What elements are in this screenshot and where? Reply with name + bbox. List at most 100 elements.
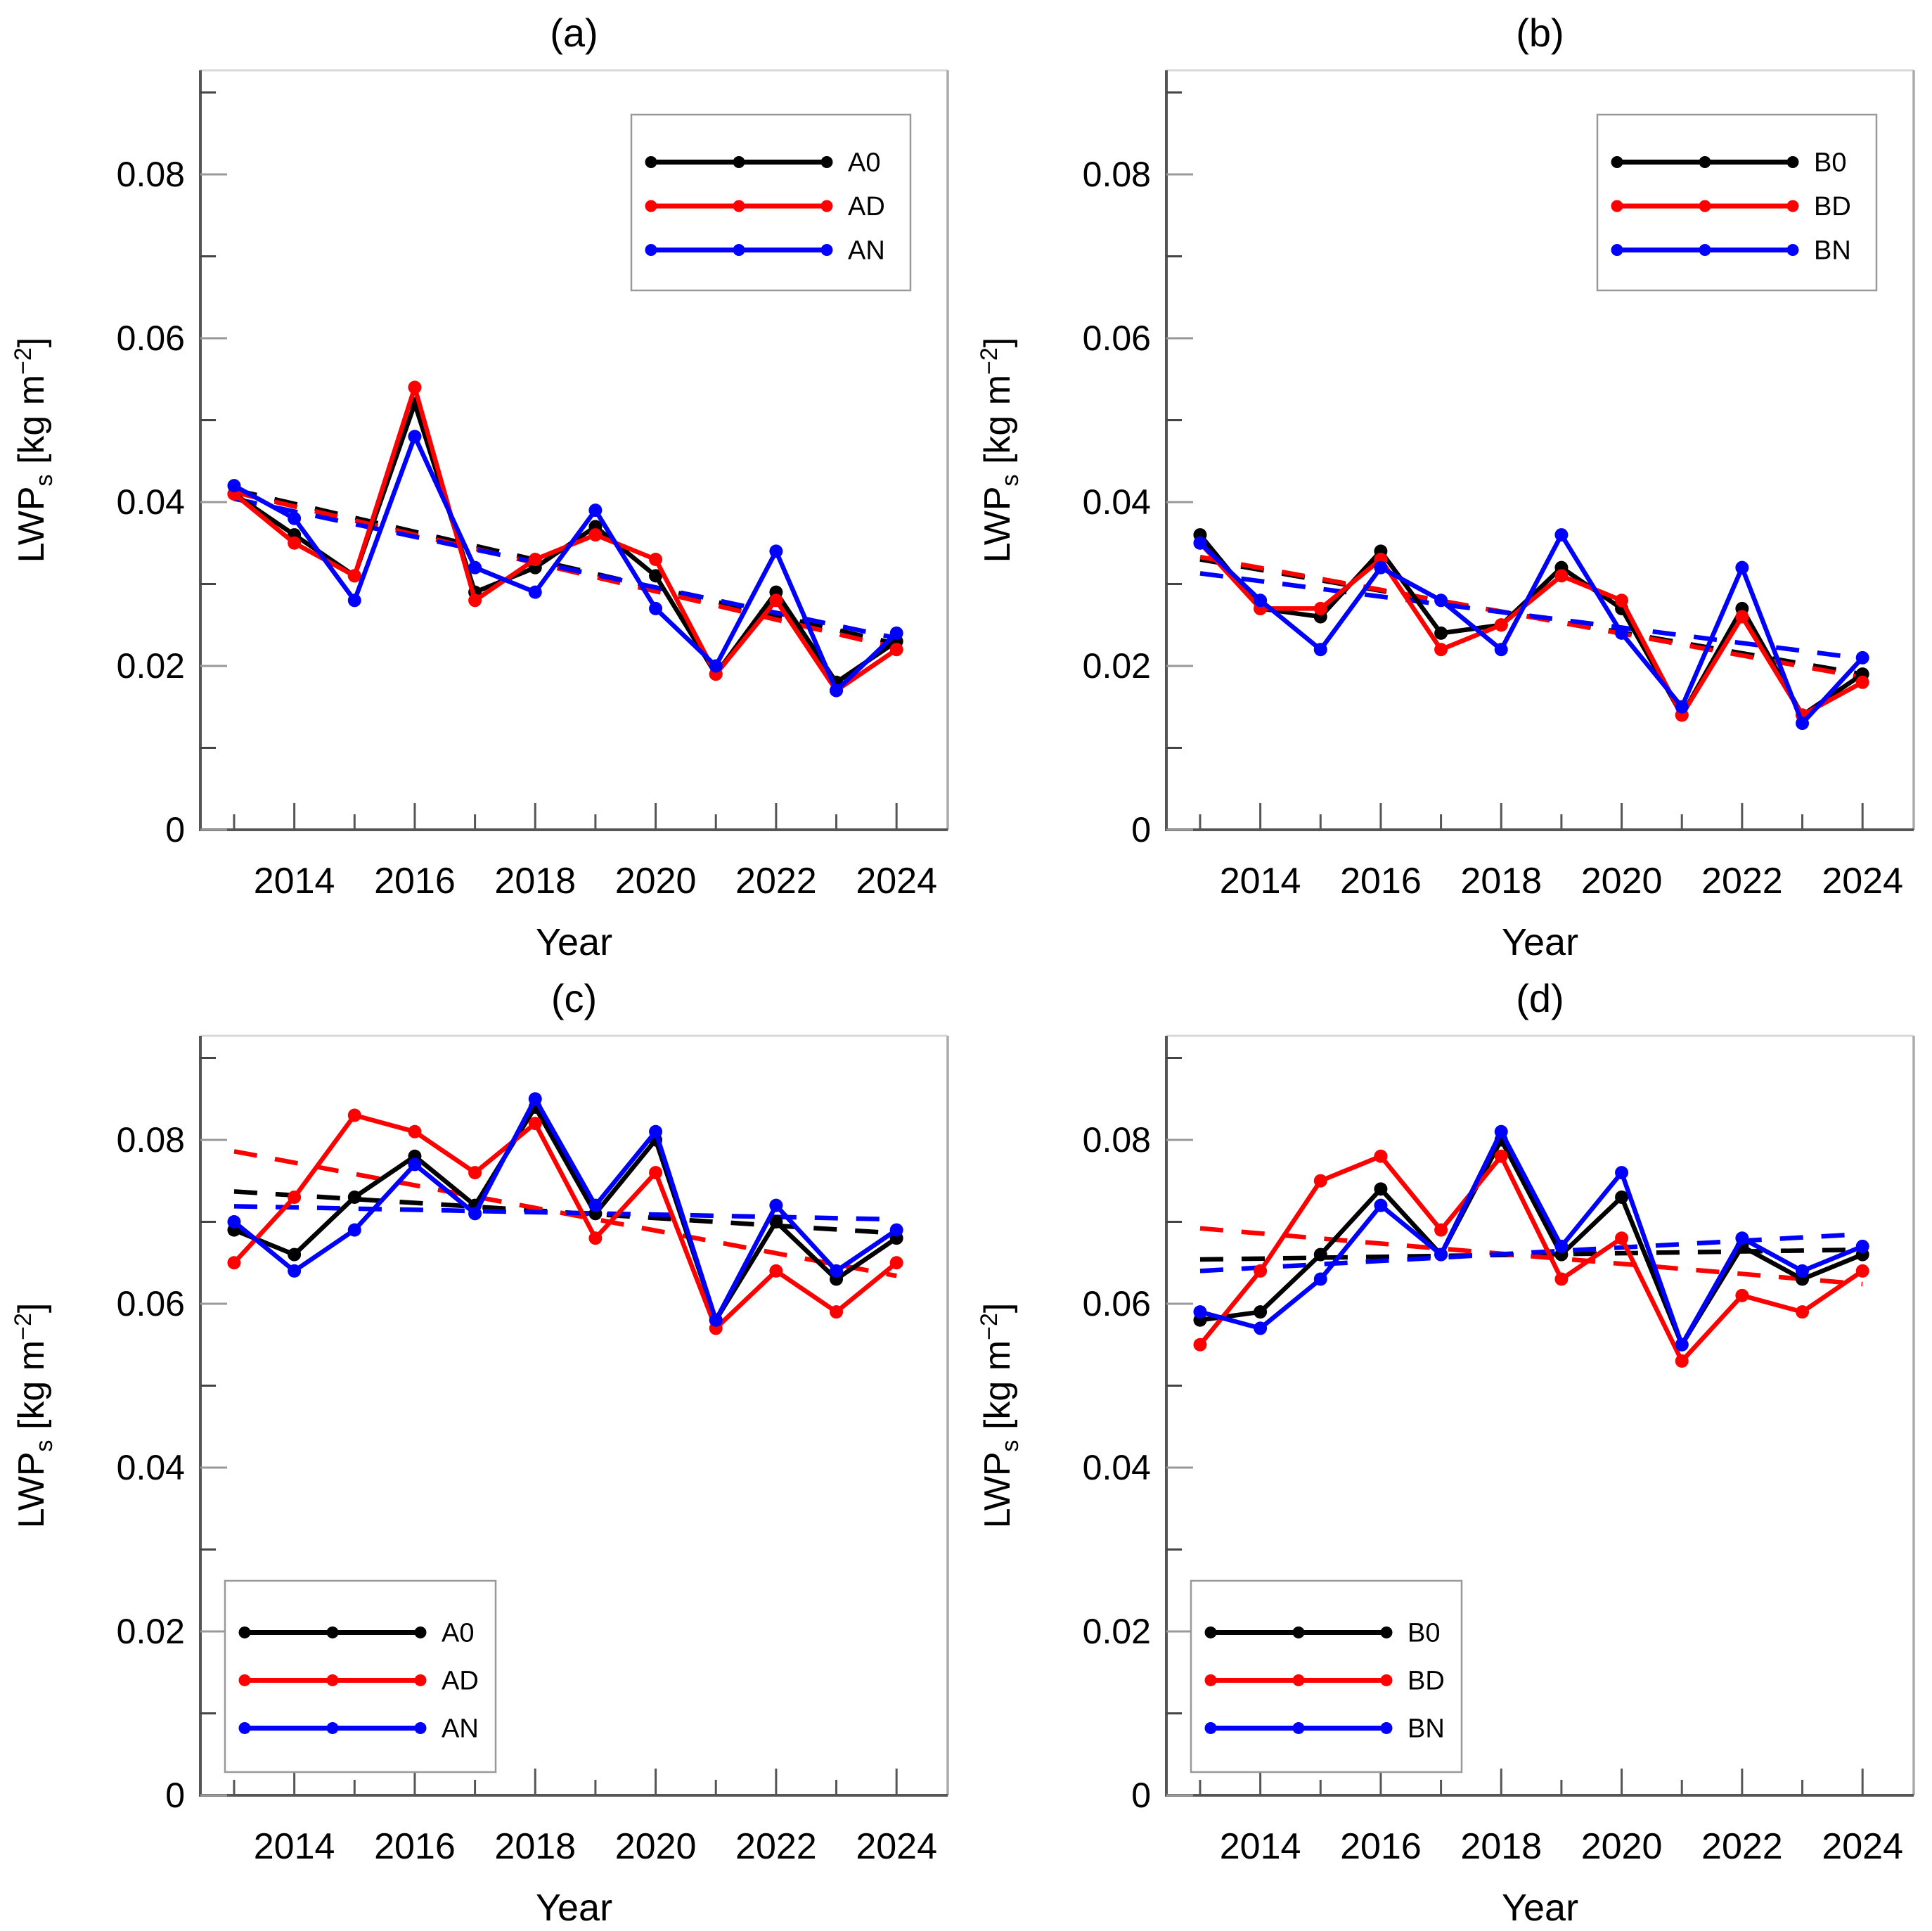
x-axis-ticks: 2014 2016 2018 2020 2022 2024 (1199, 1769, 1903, 1867)
y-axis-ticks: 0 0.02 0.04 0.06 0.08 (1083, 1056, 1193, 1815)
AN-trend (233, 496, 897, 641)
data-point-A0-2022 (769, 1214, 783, 1228)
data-point-BN-2023 (1796, 717, 1810, 731)
panel-a: 0 0.02 0.04 0.06 0.08 2014 2016 2018 2020 2022 202… (0, 0, 966, 966)
series-B0 (1193, 528, 1869, 722)
y-tick-label: 0.08 (117, 155, 185, 194)
data-point-AN-2018 (528, 1092, 542, 1106)
plot-frame (199, 1034, 949, 1797)
data-point-AD-2013 (227, 1256, 241, 1270)
data-point-BN-2017 (1434, 594, 1448, 608)
legend-entry-BN: BN (1611, 236, 1851, 266)
data-point-AN-2017 (468, 560, 482, 575)
data-point-BN-2019 (1554, 1239, 1569, 1253)
data-point-AD-2024 (889, 643, 903, 657)
trend-lines (233, 1149, 897, 1278)
legend: B0 BD BN (1596, 113, 1878, 292)
x-tick-label: 2022 (1701, 861, 1783, 902)
legend-label: AD (442, 1666, 479, 1695)
y-tick-label: 0.06 (117, 319, 185, 358)
x-tick-label: 2020 (615, 1826, 697, 1867)
data-point-AN-2022 (769, 544, 783, 558)
x-tick-label: 2018 (494, 861, 576, 902)
x-tick-label: 2018 (1460, 1826, 1542, 1867)
legend-label: B0 (1814, 148, 1846, 178)
series-AN (227, 1092, 903, 1327)
y-tick-label: 0.04 (117, 1448, 185, 1487)
legend-label: BD (1408, 1666, 1445, 1695)
y-tick-label: 0.08 (1083, 1120, 1151, 1160)
panel-c-plot: 0 0.02 0.04 0.06 0.08 2014 2016 2018 2020 2022 202… (10, 976, 949, 1929)
x-tick-label: 2024 (1822, 861, 1903, 902)
BN-trend (1199, 1231, 1863, 1274)
legend-label: BN (1814, 236, 1851, 266)
data-point-BN-2018 (1494, 643, 1508, 657)
y-axis-ticks: 0 0.02 0.04 0.06 0.08 (1083, 91, 1193, 849)
data-point-BN-2014 (1254, 594, 1268, 608)
data-point-AD-2016 (408, 380, 422, 394)
data-point-BN-2017 (1434, 1247, 1448, 1262)
data-point-AD-2022 (769, 594, 783, 608)
data-point-BN-2020 (1615, 626, 1629, 640)
data-point-BD-2024 (1855, 675, 1869, 689)
y-axis-label: LWPs [kg m−2] (10, 1303, 58, 1529)
legend-label: BN (1408, 1714, 1445, 1743)
data-point-AD-2014 (288, 1191, 302, 1205)
data-point-AN-2021 (709, 1313, 723, 1327)
legend: A0 AD AN (224, 1579, 497, 1773)
x-tick-label: 2020 (1581, 861, 1663, 902)
series-AD (227, 1108, 903, 1335)
data-point-AD-2019 (588, 1231, 603, 1245)
data-point-AN-2020 (649, 601, 663, 615)
data-point-BD-2018 (1494, 1149, 1508, 1163)
data-point-AN-2016 (408, 1157, 422, 1172)
x-axis-label: Year (1502, 921, 1578, 963)
x-axis-label: Year (536, 1887, 612, 1929)
y-tick-label: 0 (165, 810, 185, 849)
legend-entry-B0: B0 (1611, 148, 1846, 178)
legend-entry-BD: BD (1611, 192, 1851, 222)
y-tick-label: 0.06 (1083, 1284, 1151, 1323)
data-point-BD-2013 (1193, 1337, 1207, 1352)
data-point-AN-2023 (830, 684, 844, 698)
data-point-AN-2023 (830, 1264, 844, 1278)
data-point-BD-2022 (1735, 610, 1749, 624)
x-tick-label: 2022 (735, 1826, 817, 1867)
series-BD (1193, 1149, 1869, 1368)
y-axis-label: LWPs [kg m−2] (976, 338, 1024, 563)
data-point-B0-2015 (1313, 1247, 1327, 1262)
x-axis-ticks: 2014 2016 2018 2020 2022 2024 (233, 1769, 937, 1867)
data-point-BD-2020 (1615, 594, 1629, 608)
data-point-A0-2020 (649, 569, 663, 583)
data-point-B0-2016 (1374, 1182, 1388, 1196)
series-B0 (1193, 1133, 1869, 1352)
data-point-BN-2015 (1313, 1272, 1327, 1286)
data-point-BD-2018 (1494, 618, 1508, 632)
data-point-AN-2015 (347, 1223, 361, 1237)
legend: A0 AD AN (630, 113, 912, 292)
data-point-BN-2014 (1254, 1321, 1268, 1335)
x-tick-label: 2018 (494, 1826, 576, 1867)
y-tick-label: 0.06 (1083, 319, 1151, 358)
y-tick-label: 0.04 (1083, 482, 1151, 522)
data-point-A0-2015 (347, 1191, 361, 1205)
trend-lines (233, 487, 897, 650)
x-tick-label: 2020 (1581, 1826, 1663, 1867)
x-axis-ticks: 2014 2016 2018 2020 2022 2024 (1199, 803, 1903, 902)
data-point-BD-2015 (1313, 601, 1327, 615)
legend-entry-A0: A0 (238, 1618, 474, 1648)
legend-label: BD (1814, 192, 1851, 222)
legend-label: B0 (1408, 1618, 1440, 1648)
plot-frame (199, 69, 949, 831)
data-point-BN-2016 (1374, 1198, 1388, 1212)
panel-title: (c) (551, 976, 597, 1020)
data-point-AN-2013 (227, 1214, 241, 1228)
data-point-B0-2017 (1434, 626, 1448, 640)
data-point-B0-2020 (1615, 1191, 1629, 1205)
legend-entry-A0: A0 (645, 148, 880, 178)
data-point-BN-2018 (1494, 1124, 1508, 1138)
data-point-AN-2014 (288, 1264, 302, 1278)
x-tick-label: 2022 (735, 861, 817, 902)
data-point-BD-2023 (1796, 1305, 1810, 1319)
data-point-AN-2021 (709, 659, 723, 673)
